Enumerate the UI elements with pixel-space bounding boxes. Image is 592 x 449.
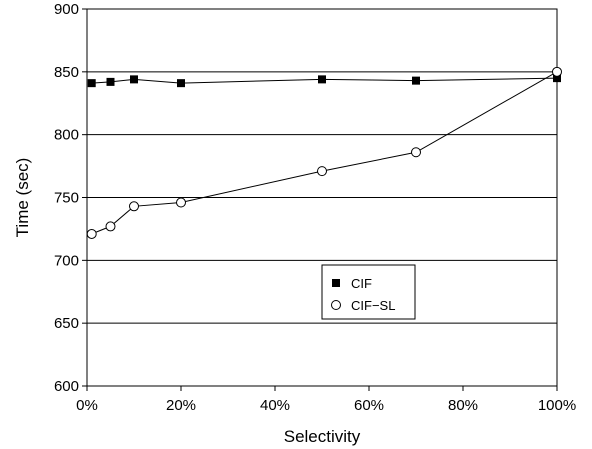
legend-label: CIF xyxy=(351,276,372,291)
y-tick-label: 750 xyxy=(54,190,79,207)
y-tick-label: 900 xyxy=(54,1,79,18)
data-point xyxy=(552,66,562,77)
data-point xyxy=(86,228,97,239)
legend-marker xyxy=(331,300,341,310)
data-point xyxy=(411,147,421,158)
legend-box xyxy=(321,264,416,320)
data-point xyxy=(553,74,561,83)
x-tick-labels: 0% 20% 40% 60% 80% 100% xyxy=(76,397,576,414)
series-0 xyxy=(87,74,561,88)
series-1 xyxy=(86,66,562,239)
axis-ticks xyxy=(82,8,558,391)
y-tick-label: 650 xyxy=(54,315,79,332)
x-tick-label: 40% xyxy=(260,397,290,414)
x-tick-label: 80% xyxy=(448,397,478,414)
data-point xyxy=(130,75,138,84)
legend-marker xyxy=(332,279,340,287)
x-tick-label: 60% xyxy=(354,397,384,414)
y-tick-labels: 600 650 700 750 800 850 900 xyxy=(54,1,79,395)
y-tick-label: 700 xyxy=(54,252,79,269)
y-tick-label: 850 xyxy=(54,64,79,81)
data-point xyxy=(412,76,420,85)
data-point xyxy=(318,75,326,84)
x-tick-label: 20% xyxy=(166,397,196,414)
x-tick-label: 100% xyxy=(538,397,576,414)
data-point xyxy=(105,221,116,232)
data-point xyxy=(317,166,327,177)
legend-label: CIF−SL xyxy=(351,298,395,313)
data-point xyxy=(177,79,185,88)
series-layer xyxy=(86,66,562,239)
x-tick-label: 0% xyxy=(76,397,98,414)
legend: CIF CIF−SL xyxy=(321,264,416,320)
y-tick-label: 600 xyxy=(54,378,79,395)
data-point xyxy=(106,77,115,86)
data-point xyxy=(129,201,139,212)
series-line xyxy=(91,71,558,235)
y-axis-title: Time (sec) xyxy=(13,158,32,238)
data-point xyxy=(176,197,186,208)
x-axis-title: Selectivity xyxy=(284,427,361,446)
y-tick-label: 800 xyxy=(54,127,79,144)
gridlines xyxy=(87,71,557,324)
data-point xyxy=(87,79,96,88)
